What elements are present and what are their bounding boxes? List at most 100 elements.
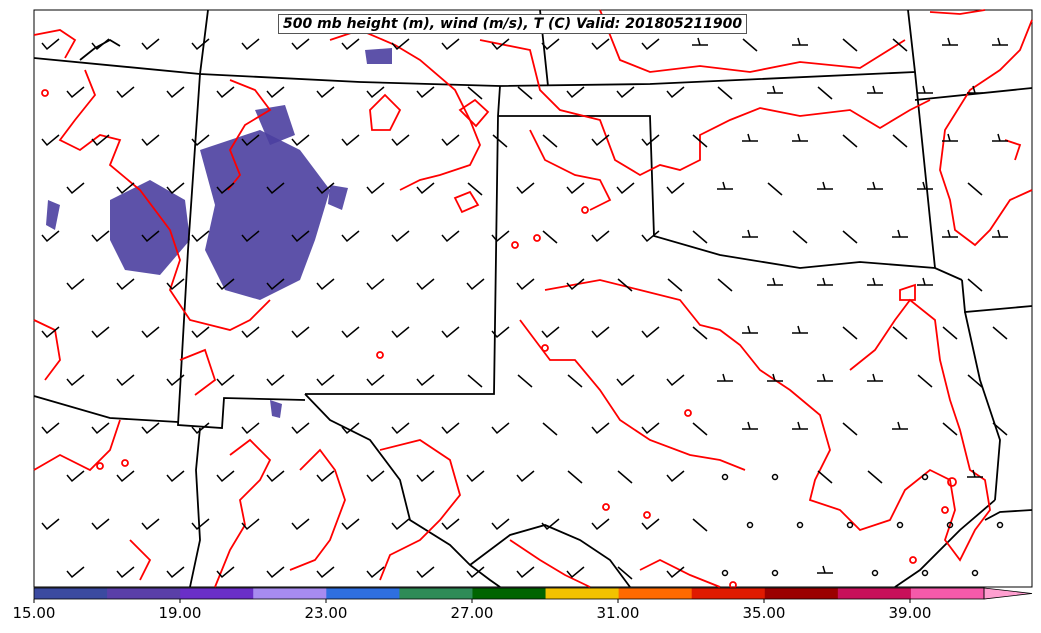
wind-barb xyxy=(341,326,360,339)
colorbar-segment xyxy=(399,588,473,599)
colorbar-segment xyxy=(618,588,693,599)
wind-barb xyxy=(166,86,185,99)
wind-barb xyxy=(992,37,1008,46)
wind-barb xyxy=(316,470,335,483)
wind-barb xyxy=(116,278,135,291)
wind-barb xyxy=(266,278,285,291)
wind-barb xyxy=(166,278,185,291)
wind-barb xyxy=(867,277,883,286)
wind-barb xyxy=(416,470,435,483)
map-title: 500 mb height (m), wind (m/s), T (C) Val… xyxy=(278,14,748,34)
wind-barb xyxy=(692,518,708,532)
wind-barb xyxy=(667,278,683,292)
wind-barb xyxy=(946,521,954,529)
wind-barb xyxy=(216,566,235,579)
colorbar-segment xyxy=(107,588,181,599)
wind-barb xyxy=(291,422,310,435)
wind-barb xyxy=(166,374,185,387)
wind-barb xyxy=(116,566,135,579)
wind-barb xyxy=(967,469,983,478)
wind-barb xyxy=(216,470,235,483)
wind-barb xyxy=(641,326,660,339)
wind-barb xyxy=(66,278,85,291)
colorbar-segment xyxy=(910,588,985,599)
wind-barb xyxy=(291,230,310,243)
wind-speed-shading xyxy=(46,48,392,418)
wind-barb xyxy=(166,566,185,579)
colorbar-extend-arrow xyxy=(983,587,1033,600)
colorbar-segment xyxy=(472,588,547,599)
wind-barb xyxy=(66,182,85,195)
wind-barb xyxy=(366,182,385,195)
wind-barb xyxy=(191,134,210,147)
temperature-contours xyxy=(33,9,1033,589)
wind-barb xyxy=(441,326,460,339)
wind-barb xyxy=(971,569,979,577)
wind-barb xyxy=(666,182,685,195)
wind-barb xyxy=(216,278,235,291)
wind-barb xyxy=(191,230,210,243)
wind-barb xyxy=(141,326,160,339)
wind-barb xyxy=(641,518,660,531)
colorbar-tick-label: 31.00 xyxy=(597,604,640,622)
wind-barb xyxy=(817,373,833,382)
wind-barb xyxy=(867,181,883,190)
colorbar-tick-label: 23.00 xyxy=(305,604,348,622)
wind-barb xyxy=(917,181,933,190)
wind-barb xyxy=(416,86,435,99)
wind-barb xyxy=(541,326,560,339)
wind-barb xyxy=(491,422,510,435)
wind-barb xyxy=(792,325,808,334)
wind-barb xyxy=(141,422,160,435)
wind-barb xyxy=(742,38,758,52)
colorbar-tick-label: 15.00 xyxy=(13,604,56,622)
wind-barb xyxy=(842,38,858,52)
colorbar-tick-label: 35.00 xyxy=(743,604,786,622)
wind-barb xyxy=(391,230,410,243)
wind-barb xyxy=(846,521,854,529)
wind-barb xyxy=(591,38,610,51)
colorbar-segment xyxy=(545,588,620,599)
wind-barbs xyxy=(41,37,1008,580)
colorbar-segment xyxy=(764,588,839,599)
wind-barb xyxy=(391,422,410,435)
wind-barb xyxy=(742,229,758,238)
wind-barb xyxy=(241,38,260,51)
wind-barb xyxy=(341,134,360,147)
wind-barb xyxy=(842,422,858,436)
wind-barb xyxy=(416,278,435,291)
wind-barb xyxy=(871,569,879,577)
wind-barb xyxy=(616,86,635,99)
wind-barb xyxy=(896,521,904,529)
wind-barb xyxy=(216,182,235,195)
wind-barb xyxy=(91,518,110,531)
wind-barb xyxy=(216,86,235,99)
wind-barb xyxy=(91,134,110,147)
wind-barb xyxy=(116,374,135,387)
wind-barb xyxy=(617,470,633,484)
wind-barb xyxy=(467,182,483,196)
wind-barb xyxy=(566,278,585,291)
wind-barb xyxy=(641,134,660,147)
wind-barb xyxy=(516,470,535,483)
wind-barb xyxy=(542,230,558,244)
wind-barb xyxy=(767,182,783,196)
wind-barb xyxy=(817,277,833,286)
wind-barb xyxy=(516,278,535,291)
wind-barb xyxy=(917,277,933,286)
wind-barb xyxy=(842,230,858,244)
wind-barb xyxy=(942,229,958,238)
wind-barb xyxy=(466,470,485,483)
wind-barb xyxy=(541,38,560,51)
wind-barb xyxy=(266,470,285,483)
wind-barb xyxy=(366,86,385,99)
wind-barb xyxy=(792,230,808,244)
wind-barb xyxy=(771,569,779,577)
wind-barb xyxy=(141,134,160,147)
wind-barb xyxy=(391,134,410,147)
wind-barb xyxy=(492,134,508,148)
wind-barb xyxy=(842,326,858,340)
wind-barb xyxy=(491,230,510,243)
wind-barb xyxy=(266,566,285,579)
